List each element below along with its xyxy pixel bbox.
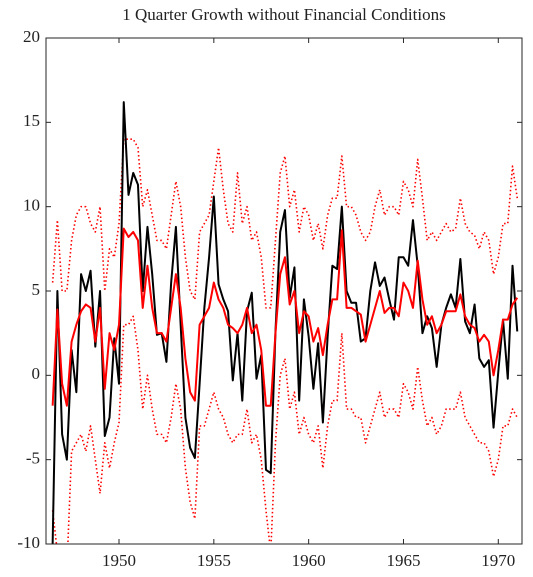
axes-box: [45, 37, 523, 545]
x-tick-label: 1965: [386, 551, 420, 570]
x-tick-label: 1960: [292, 551, 326, 570]
y-tick-label: 10: [23, 196, 40, 215]
y-tick-label: -5: [26, 449, 40, 468]
y-tick-label: 0: [32, 364, 41, 383]
y-tick-label: 20: [23, 27, 40, 46]
x-tick-label: 1955: [197, 551, 231, 570]
plot-area: [51, 101, 519, 544]
y-tick-label: 15: [23, 111, 40, 130]
y-tick-label: 5: [32, 280, 41, 299]
x-tick-label: 1950: [102, 551, 136, 570]
chart-title: 1 Quarter Growth without Financial Condi…: [122, 5, 445, 24]
band-line: [51, 315, 518, 544]
y-tick-label: -10: [17, 533, 40, 552]
x-tick-label: 1970: [481, 551, 515, 570]
series-line: [51, 101, 519, 544]
series-line: [51, 227, 519, 407]
